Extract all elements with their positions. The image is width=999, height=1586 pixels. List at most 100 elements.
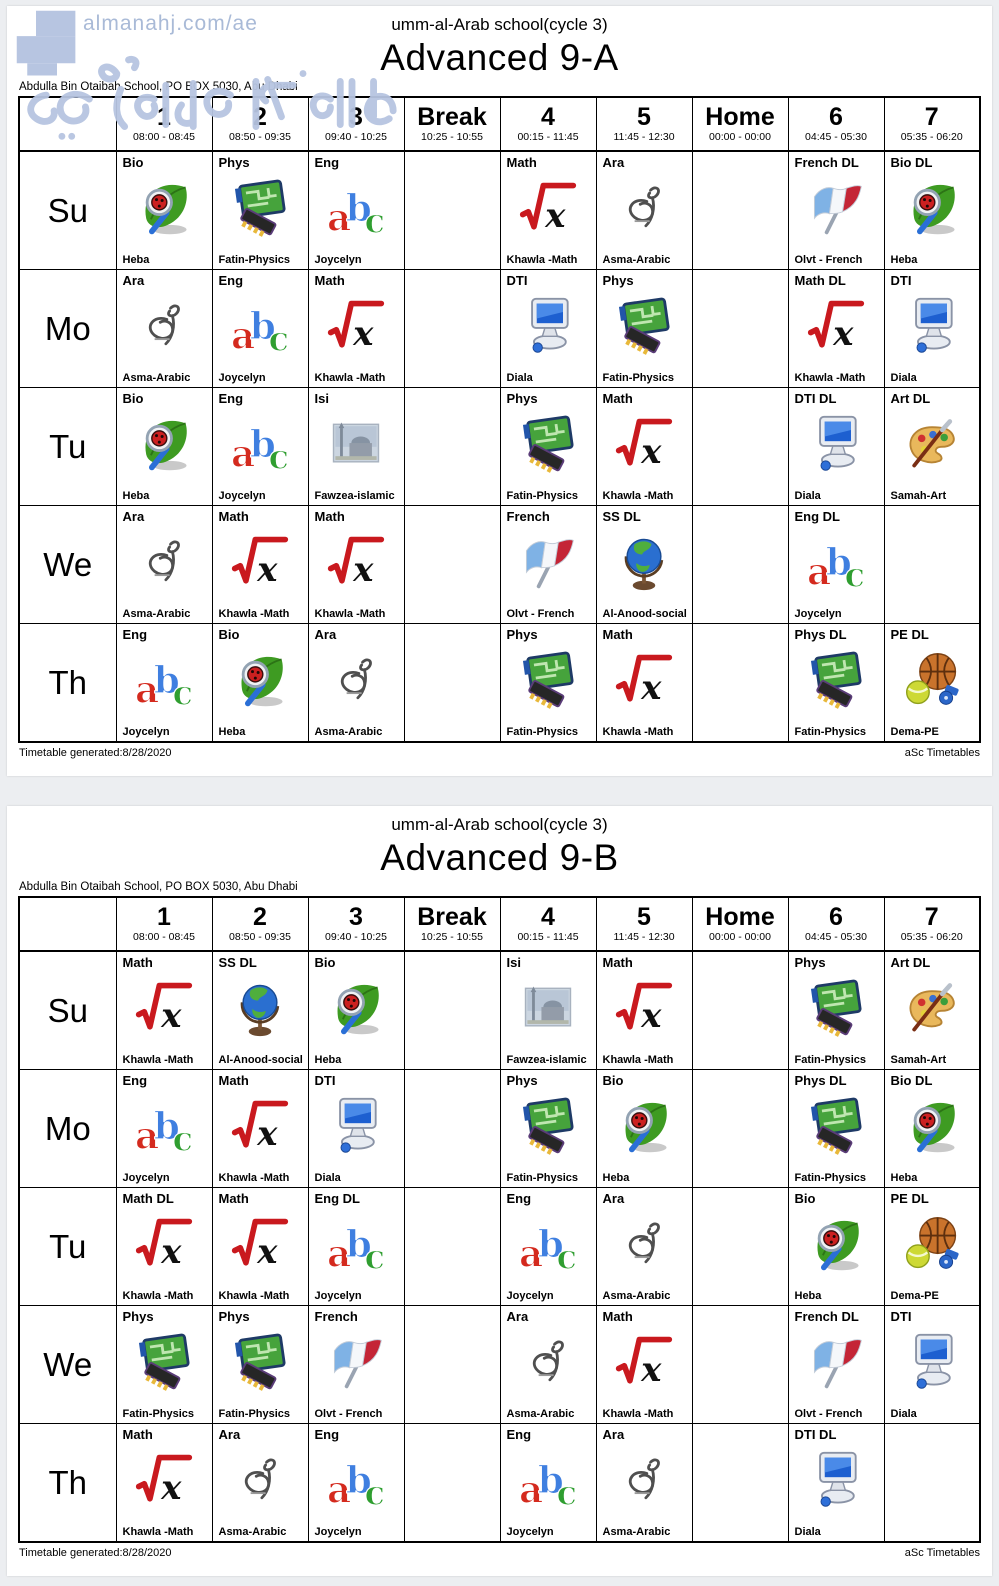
subject-label: DTI bbox=[890, 273, 912, 288]
period-time: 00:15 - 11:45 bbox=[517, 131, 579, 143]
day-label: Tu bbox=[18, 1187, 117, 1306]
ara-icon bbox=[133, 532, 195, 592]
timetable-page-9b: umm-al-Arab school(cycle 3) Advanced 9-B… bbox=[7, 806, 992, 1576]
day-label: Su bbox=[18, 150, 117, 270]
isi-icon bbox=[517, 978, 579, 1038]
eng-icon bbox=[517, 1214, 579, 1274]
bio-icon bbox=[805, 1214, 867, 1274]
period-number: 5 bbox=[637, 903, 651, 931]
lesson-cell: French Olvt - French bbox=[499, 505, 597, 624]
period-number: 1 bbox=[157, 103, 171, 131]
lesson-cell: Art DL Samah-Art bbox=[883, 950, 981, 1070]
subject-label: Eng bbox=[506, 1191, 532, 1206]
teacher-label: Asma-Arabic bbox=[602, 1290, 671, 1302]
teacher-label: Khawla -Math bbox=[122, 1054, 194, 1066]
dti-icon bbox=[901, 296, 963, 356]
lesson-cell: Bio Heba bbox=[211, 623, 309, 743]
teacher-label: Joycelyn bbox=[218, 490, 266, 502]
teacher-label: Fatin-Physics bbox=[602, 372, 675, 384]
math-icon bbox=[133, 1450, 195, 1510]
lesson-cell: DTI Diala bbox=[883, 1305, 981, 1424]
timetable-grid: 1 08:00 - 08:45 2 08:50 - 09:35 3 09:40 - 10:… bbox=[18, 896, 981, 1543]
teacher-label: Heba bbox=[890, 1172, 918, 1184]
ara-icon bbox=[517, 1332, 579, 1392]
teacher-label: Heba bbox=[122, 490, 150, 502]
period-time: 08:00 - 08:45 bbox=[133, 931, 195, 943]
period-header: 1 08:00 - 08:45 bbox=[115, 96, 213, 152]
period-number: 1 bbox=[157, 903, 171, 931]
day-row: Th Math Khawla -Math Ara Asma-Arabic Eng Joyce… bbox=[18, 1423, 981, 1543]
teacher-label: Asma-Arabic bbox=[122, 608, 191, 620]
math-icon bbox=[133, 1214, 195, 1274]
ara-icon bbox=[613, 178, 675, 238]
period-header: 5 11:45 - 12:30 bbox=[595, 896, 693, 952]
teacher-label: Khawla -Math bbox=[218, 1172, 290, 1184]
teacher-label: Joycelyn bbox=[314, 1526, 362, 1538]
empty-cell bbox=[691, 1069, 789, 1188]
period-time: 09:40 - 10:25 bbox=[325, 931, 387, 943]
subject-label: French bbox=[506, 509, 550, 524]
day-row: Tu Bio Heba Eng Joycelyn Isi Fawzea-islamic Phy… bbox=[18, 387, 981, 506]
subject-label: DTI bbox=[890, 1309, 912, 1324]
teacher-label: Asma-Arabic bbox=[314, 726, 383, 738]
teacher-label: Khawla -Math bbox=[602, 726, 674, 738]
period-header: 3 09:40 - 10:25 bbox=[307, 96, 405, 152]
subject-label: Eng DL bbox=[794, 509, 841, 524]
subject-label: Ara bbox=[506, 1309, 529, 1324]
period-header: 4 00:15 - 11:45 bbox=[499, 896, 597, 952]
lesson-cell: Ara Asma-Arabic bbox=[115, 269, 213, 388]
day-row: We Phys Fatin-Physics Phys Fatin-Physics Fren… bbox=[18, 1305, 981, 1424]
teacher-label: Joycelyn bbox=[314, 254, 362, 266]
lesson-cell: Ara Asma-Arabic bbox=[499, 1305, 597, 1424]
lesson-cell: Eng Joycelyn bbox=[115, 623, 213, 743]
lesson-cell: Math Khawla -Math bbox=[211, 1187, 309, 1306]
subject-label: PE DL bbox=[890, 627, 929, 642]
subject-label: Math bbox=[506, 155, 537, 170]
phys-icon bbox=[133, 1332, 195, 1392]
asc-timetables-brand: aSc Timetables bbox=[904, 747, 980, 759]
period-number: Home bbox=[705, 903, 775, 931]
teacher-label: Heba bbox=[122, 254, 150, 266]
subject-label: French bbox=[314, 1309, 358, 1324]
dti-icon bbox=[325, 1096, 387, 1156]
subject-label: Math bbox=[218, 509, 249, 524]
subject-label: Bio bbox=[218, 627, 240, 642]
empty-cell bbox=[691, 950, 789, 1070]
empty-cell bbox=[403, 1069, 501, 1188]
period-header: 4 00:15 - 11:45 bbox=[499, 96, 597, 152]
timetable-grid: 1 08:00 - 08:45 2 08:50 - 09:35 3 09:40 - 10:… bbox=[18, 96, 981, 743]
period-number: Home bbox=[705, 103, 775, 131]
french-icon bbox=[517, 532, 579, 592]
french-icon bbox=[805, 178, 867, 238]
teacher-label: Khawla -Math bbox=[122, 1290, 194, 1302]
subject-label: Math bbox=[602, 627, 633, 642]
empty-cell bbox=[403, 387, 501, 506]
lesson-cell: Ara Asma-Arabic bbox=[115, 505, 213, 624]
period-header: 7 05:35 - 06:20 bbox=[883, 896, 981, 952]
art-icon bbox=[901, 978, 963, 1038]
lesson-cell: DTI Diala bbox=[499, 269, 597, 388]
eng-icon bbox=[325, 1214, 387, 1274]
phys-icon bbox=[613, 296, 675, 356]
subject-label: PE DL bbox=[890, 1191, 929, 1206]
teacher-label: Fatin-Physics bbox=[794, 1172, 867, 1184]
period-number: 5 bbox=[637, 103, 651, 131]
subject-label: Bio DL bbox=[890, 155, 933, 170]
timetable-page-9a: almanahj.com/ae umm-al-Arab school(cycle… bbox=[7, 6, 992, 776]
teacher-label: Heba bbox=[890, 254, 918, 266]
period-time: 04:45 - 05:30 bbox=[805, 931, 867, 943]
lesson-cell: Phys DL Fatin-Physics bbox=[787, 1069, 885, 1188]
teacher-label: Fatin-Physics bbox=[794, 1054, 867, 1066]
lesson-cell: Phys DL Fatin-Physics bbox=[787, 623, 885, 743]
teacher-label: Olvt - French bbox=[794, 254, 863, 266]
pe-icon bbox=[901, 1214, 963, 1274]
empty-cell bbox=[403, 1423, 501, 1543]
ara-icon bbox=[229, 1450, 291, 1510]
eng-icon bbox=[133, 1096, 195, 1156]
teacher-label: Fatin-Physics bbox=[506, 490, 579, 502]
period-number: 3 bbox=[349, 903, 363, 931]
teacher-label: Diala bbox=[890, 1408, 917, 1420]
subject-label: Phys bbox=[602, 273, 634, 288]
teacher-label: Khawla -Math bbox=[602, 1408, 674, 1420]
eng-icon bbox=[325, 178, 387, 238]
